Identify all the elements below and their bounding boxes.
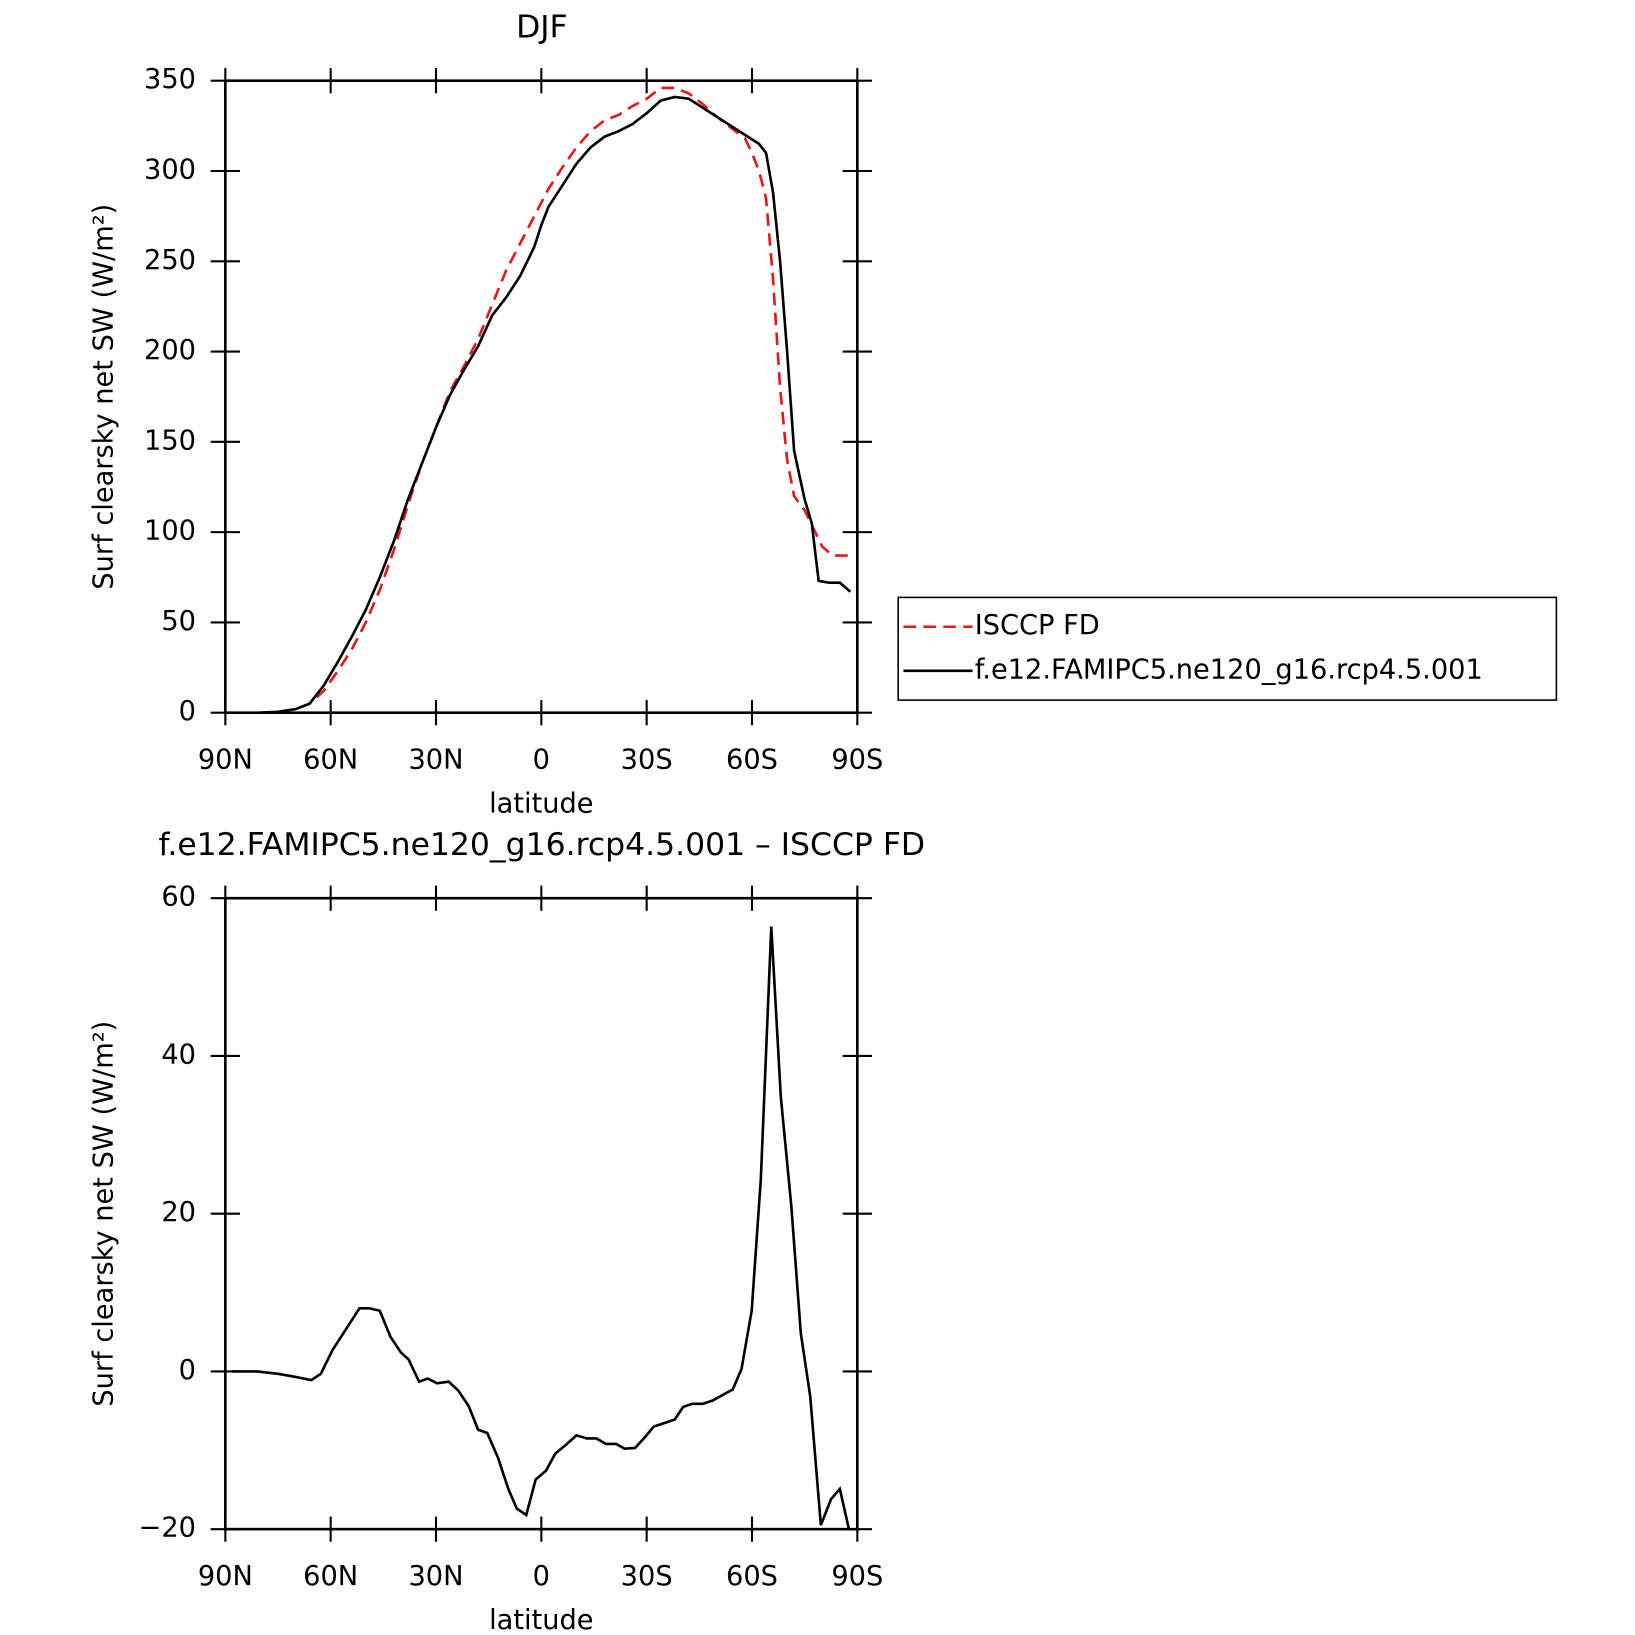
x-tick-label: 60N xyxy=(303,1561,358,1592)
y-tick-label: 50 xyxy=(161,606,196,637)
x-tick-label: 90N xyxy=(198,1561,253,1592)
x-tick-label: 0 xyxy=(533,744,550,775)
x-tick-label: 90S xyxy=(831,744,883,775)
y-tick-label: 150 xyxy=(144,425,196,456)
data-line xyxy=(260,95,852,713)
x-tick-label: 60N xyxy=(303,744,358,775)
y-tick-label: 250 xyxy=(144,245,196,276)
x-tick-label: 60S xyxy=(726,744,778,775)
legend-box xyxy=(897,596,1558,701)
y-tick-label: 0 xyxy=(179,696,196,727)
x-axis-label: latitude xyxy=(489,788,593,819)
x-tick-label: 30N xyxy=(408,744,463,775)
y-axis-label: Surf clearsky net SW (W/m²) xyxy=(88,1021,119,1407)
y-tick-label: 200 xyxy=(144,335,196,366)
y-tick-label: −20 xyxy=(139,1513,196,1544)
legend-label: ISCCP FD xyxy=(975,610,1100,641)
y-axis-label: Surf clearsky net SW (W/m²) xyxy=(88,204,119,590)
x-tick-label: 60S xyxy=(726,1561,778,1592)
y-tick-label: 40 xyxy=(161,1039,196,1070)
x-tick-label: 30S xyxy=(621,744,673,775)
y-tick-label: 300 xyxy=(144,154,196,185)
y-tick-label: 20 xyxy=(161,1197,196,1228)
plot-frame xyxy=(224,79,859,715)
x-tick-label: 90S xyxy=(831,1561,883,1592)
legend-label: f.e12.FAMIPC5.ne120_g16.rcp4.5.001 xyxy=(975,654,1483,685)
y-tick-label: 350 xyxy=(144,64,196,95)
data-line xyxy=(260,86,851,713)
chart-title: DJF xyxy=(516,9,568,45)
data-line xyxy=(232,926,851,1530)
y-tick-label: 0 xyxy=(179,1355,196,1386)
plot-frame xyxy=(224,896,859,1531)
x-tick-label: 90N xyxy=(198,744,253,775)
y-tick-label: 100 xyxy=(144,516,196,547)
chart-title: f.e12.FAMIPC5.ne120_g16.rcp4.5.001 – ISC… xyxy=(159,827,926,863)
y-tick-label: 60 xyxy=(161,882,196,913)
x-tick-label: 30N xyxy=(408,1561,463,1592)
x-axis-label: latitude xyxy=(489,1605,593,1635)
x-tick-label: 0 xyxy=(533,1561,550,1592)
x-tick-label: 30S xyxy=(621,1561,673,1592)
